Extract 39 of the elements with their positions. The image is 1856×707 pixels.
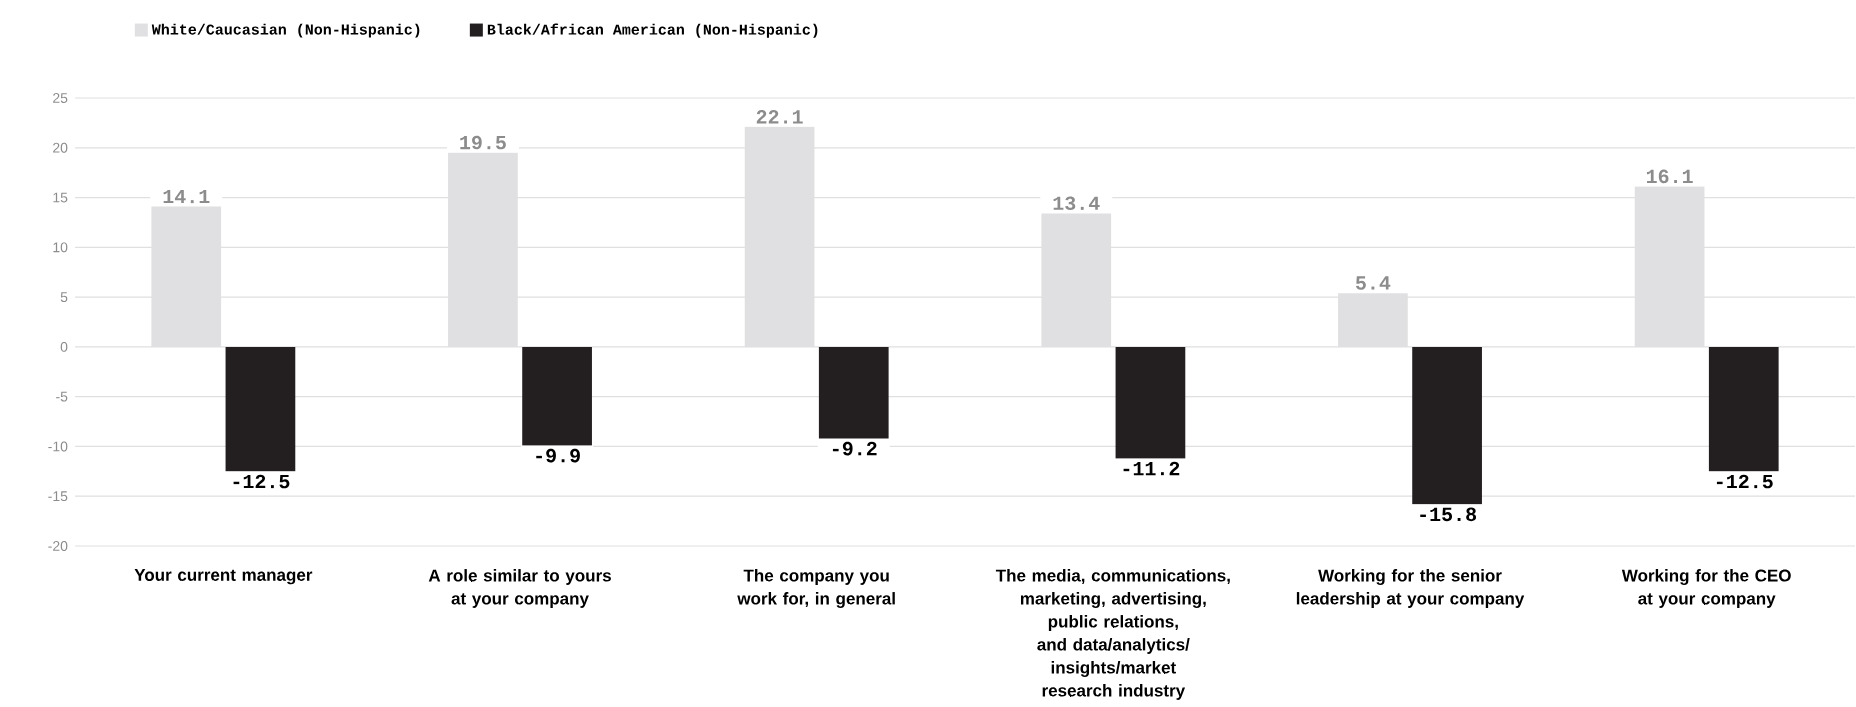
bar bbox=[818, 347, 889, 439]
data-label: -12.5 bbox=[233, 474, 290, 489]
legend-label: White/Caucasian (Non-Hispanic) bbox=[151, 23, 420, 38]
y-tick-label: -15 bbox=[48, 491, 68, 502]
bar bbox=[1041, 213, 1112, 348]
y-tick-label: 25 bbox=[53, 93, 68, 104]
data-label: -12.5 bbox=[1716, 474, 1773, 489]
y-tick-label: 5 bbox=[60, 292, 68, 303]
bar bbox=[1412, 347, 1482, 505]
x-tick-label: Working for the senior leadership at your company bbox=[1296, 569, 1525, 609]
legend-label: Black/African American (Non-Hispanic) bbox=[487, 23, 818, 38]
x-tick-label: A role similar to yours at your company bbox=[428, 569, 611, 609]
y-tick-label: 10 bbox=[53, 242, 68, 253]
y-tick-label: -10 bbox=[48, 441, 68, 452]
x-tick-label: Working for the CEO at your company bbox=[1621, 569, 1791, 609]
bar bbox=[151, 206, 222, 348]
data-label: 13.4 bbox=[1053, 196, 1100, 211]
data-label: -9.2 bbox=[832, 442, 877, 456]
x-tick-label: Your current manager bbox=[134, 569, 313, 585]
data-label: 5.4 bbox=[1355, 276, 1391, 290]
data-label: -11.2 bbox=[1123, 461, 1180, 476]
bar bbox=[448, 152, 518, 348]
data-label: 22.1 bbox=[756, 110, 803, 124]
y-tick-label: -5 bbox=[56, 391, 68, 402]
bar bbox=[522, 347, 592, 446]
data-label: 16.1 bbox=[1646, 169, 1693, 184]
bar bbox=[225, 347, 296, 472]
y-tick-label: -20 bbox=[48, 541, 68, 552]
y-tick-label: 20 bbox=[53, 143, 68, 153]
bar bbox=[1708, 347, 1779, 472]
x-tick-label: The company you work for, in general bbox=[737, 569, 895, 609]
data-label: -15.8 bbox=[1420, 507, 1477, 522]
data-label: 14.1 bbox=[163, 190, 210, 204]
y-tick-label: 15 bbox=[53, 192, 68, 203]
y-tick-label: 0 bbox=[60, 342, 68, 353]
data-label: -9.9 bbox=[536, 449, 580, 463]
data-label: 19.5 bbox=[460, 135, 506, 150]
x-tick-label: The media, communications, marketing, advertising, public relations, and data/analytics/ insights/market research industry bbox=[995, 569, 1230, 701]
bar bbox=[1115, 347, 1186, 459]
